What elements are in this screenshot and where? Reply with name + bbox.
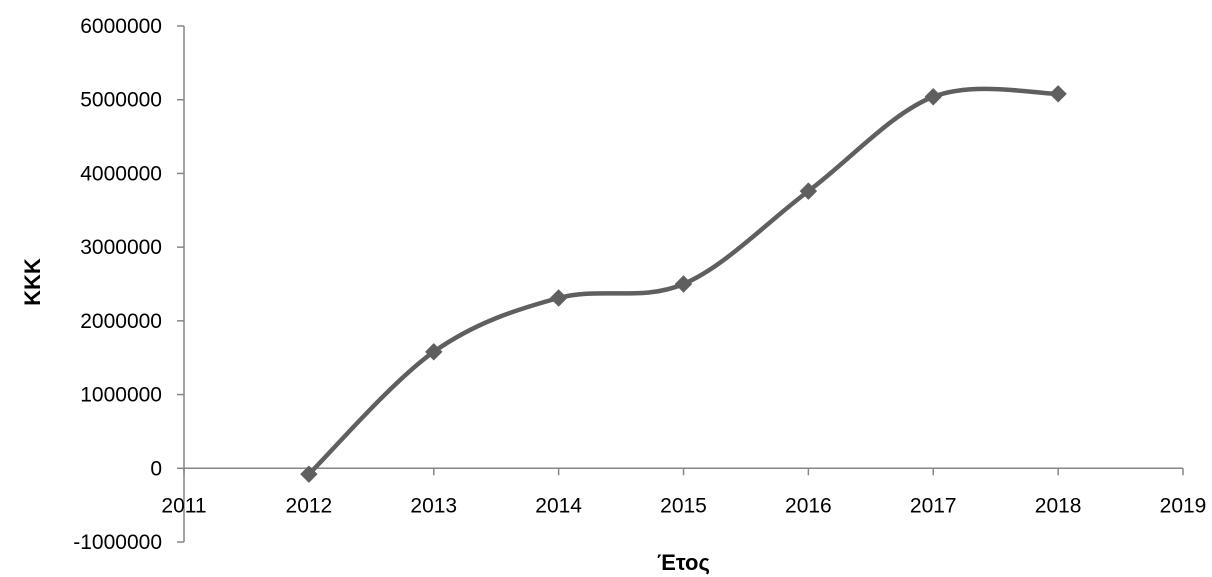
x-tick-label: 2013 — [410, 494, 457, 517]
x-tick-label: 2014 — [535, 494, 582, 517]
x-tick-label: 2012 — [286, 494, 333, 517]
y-tick-label: 6000000 — [80, 15, 162, 38]
x-tick-label: 2019 — [1160, 494, 1207, 517]
y-tick-label: 2000000 — [80, 310, 162, 333]
y-tick-label: -1000000 — [73, 531, 162, 554]
x-tick-label: 2018 — [1035, 494, 1082, 517]
tick-labels: -1000000 0 1000000 2000000 3000000 4000000 500… — [73, 15, 1206, 554]
y-tick-label: 5000000 — [80, 89, 162, 112]
data-point-marker — [425, 343, 443, 361]
x-tick-label: 2016 — [785, 494, 832, 517]
x-axis-title: Έτος — [657, 550, 710, 575]
data-point-marker — [674, 275, 693, 293]
series-layer — [300, 85, 1067, 483]
y-tick-label: 1000000 — [80, 384, 162, 407]
data-point-marker — [799, 182, 818, 200]
y-tick-label: 0 — [150, 457, 162, 480]
y-tick-label: 4000000 — [80, 162, 162, 185]
y-tick-label: 3000000 — [80, 236, 162, 259]
y-axis-title: ΚΚΚ — [20, 258, 45, 306]
data-point-marker — [549, 289, 568, 307]
x-tick-label: 2017 — [910, 494, 957, 517]
x-tick-label: 2015 — [660, 494, 707, 517]
x-tick-label: 2011 — [161, 494, 206, 517]
data-point-marker — [300, 465, 318, 483]
data-point-marker — [924, 88, 942, 106]
data-point-marker — [1049, 85, 1067, 103]
